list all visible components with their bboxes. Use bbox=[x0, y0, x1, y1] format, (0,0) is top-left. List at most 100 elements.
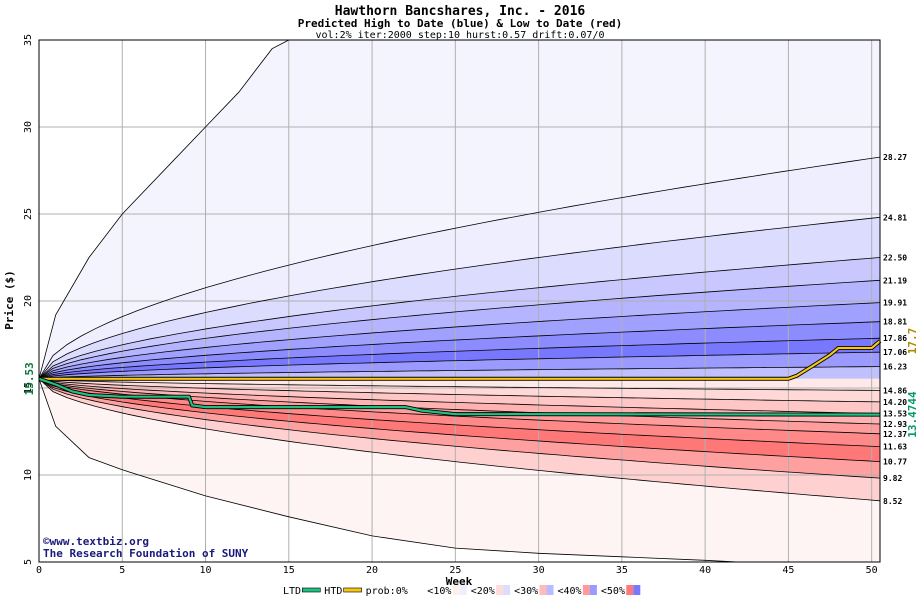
x-tick-label: 15 bbox=[283, 565, 295, 576]
y-axis-label: Price ($) bbox=[3, 270, 16, 330]
y-tick-label: 5 bbox=[23, 559, 34, 565]
end-value-label: 12.37 bbox=[883, 430, 907, 439]
legend-swatch bbox=[626, 585, 634, 595]
end-value-label: 14.20 bbox=[883, 398, 907, 407]
low-percentile-line bbox=[38, 378, 881, 403]
end-value-label: 18.81 bbox=[883, 318, 907, 327]
y-tick-label: 20 bbox=[23, 295, 34, 307]
low-band bbox=[39, 378, 880, 462]
end-value-label: 11.63 bbox=[883, 443, 907, 452]
high-percentile-line bbox=[38, 216, 881, 380]
low-percentile-line bbox=[38, 378, 881, 447]
legend-label: <20% bbox=[471, 586, 495, 597]
htd-end-label: 17.7 bbox=[906, 328, 919, 355]
y-tick-label: 15 bbox=[23, 382, 34, 394]
y-tick-label: 30 bbox=[23, 121, 34, 133]
legend-line-swatch bbox=[301, 587, 321, 593]
y-tick-label: 10 bbox=[23, 469, 34, 481]
end-value-label: 21.19 bbox=[883, 276, 907, 285]
end-value-label: 10.77 bbox=[883, 458, 907, 467]
low-percentile-line bbox=[38, 378, 881, 414]
ltd-series-line bbox=[38, 377, 881, 416]
legend-label: HTD bbox=[324, 586, 342, 597]
low-percentile-line bbox=[38, 378, 881, 391]
end-value-label: 17.86 bbox=[883, 334, 907, 343]
x-axis-label: Week bbox=[446, 575, 473, 588]
legend-swatch bbox=[496, 585, 504, 595]
high-band bbox=[39, 157, 880, 379]
high-percentile-line bbox=[38, 366, 881, 380]
end-value-label: 19.91 bbox=[883, 299, 907, 308]
end-value-label: 17.06 bbox=[883, 348, 907, 357]
legend: LTD HTD prob:0% <10% <20% <30% <40% <50% bbox=[283, 585, 641, 597]
legend-label: <10% bbox=[427, 586, 451, 597]
htd-series-line bbox=[39, 340, 881, 380]
y-tick-label: 35 bbox=[23, 34, 34, 46]
high-band bbox=[39, 302, 880, 379]
x-tick-label: 45 bbox=[782, 565, 794, 576]
watermark-line1: ©www.textbiz.org bbox=[43, 535, 149, 548]
watermark-line2: The Research Foundation of SUNY bbox=[43, 547, 249, 560]
end-value-label: 24.81 bbox=[883, 213, 907, 222]
plot-frame bbox=[38, 39, 881, 563]
low-band bbox=[39, 378, 880, 479]
low-band bbox=[39, 378, 880, 414]
low-percentile-line bbox=[38, 378, 881, 479]
high-percentile-line bbox=[38, 257, 881, 380]
legend-swatch bbox=[633, 585, 641, 595]
end-value-label: 16.23 bbox=[883, 363, 907, 372]
high-band bbox=[39, 257, 880, 379]
x-tick-label: 5 bbox=[119, 565, 125, 576]
high-band bbox=[39, 338, 880, 379]
low-band bbox=[39, 378, 880, 434]
high-band bbox=[39, 217, 880, 379]
end-value-label: 8.52 bbox=[883, 497, 902, 506]
high-percentile-line bbox=[38, 279, 881, 380]
x-tick-label: 20 bbox=[366, 565, 378, 576]
start-price-label: 15.53 bbox=[23, 362, 36, 395]
high-band bbox=[39, 280, 880, 379]
high-percentile-line bbox=[38, 156, 881, 380]
legend-label: <30% bbox=[514, 586, 538, 597]
high-percentile-line bbox=[38, 337, 881, 380]
legend-label: <50% bbox=[601, 586, 625, 597]
low-percentile-line bbox=[38, 378, 881, 462]
legend-swatch bbox=[582, 585, 590, 595]
legend-swatch bbox=[546, 585, 554, 595]
high-percentile-line bbox=[38, 302, 881, 380]
outer-high-line bbox=[38, 39, 289, 379]
y-tick-label: 25 bbox=[23, 208, 34, 220]
chart-subtitle: Predicted High to Date (blue) & Low to D… bbox=[298, 17, 623, 30]
low-percentile-line bbox=[38, 378, 881, 435]
legend-swatch bbox=[503, 585, 511, 595]
x-tick-label: 30 bbox=[533, 565, 545, 576]
x-tick-label: 0 bbox=[36, 565, 42, 576]
plot-area: 0 5 10 15 20 25 30 35 40 45 50510152025303528.2724… bbox=[23, 34, 919, 576]
high-percentile-line bbox=[38, 351, 881, 380]
x-tick-label: 25 bbox=[449, 565, 461, 576]
low-band bbox=[39, 378, 880, 447]
legend-swatch bbox=[539, 585, 547, 595]
x-tick-label: 50 bbox=[866, 565, 878, 576]
chart-title: Hawthorn Bancshares, Inc. - 2016 bbox=[335, 4, 586, 19]
legend-swatch bbox=[416, 585, 424, 595]
outer-low-line bbox=[38, 378, 739, 563]
x-tick-label: 10 bbox=[200, 565, 212, 576]
end-value-label: 22.50 bbox=[883, 254, 907, 263]
legend-label: prob:0% bbox=[366, 586, 408, 597]
x-tick-label: 40 bbox=[699, 565, 711, 576]
ltd-end-label: 13.4744 bbox=[906, 391, 919, 438]
legend-label: LTD bbox=[283, 586, 301, 597]
end-value-label: 28.27 bbox=[883, 153, 907, 162]
end-value-label: 14.86 bbox=[883, 386, 907, 395]
end-value-label: 9.82 bbox=[883, 474, 902, 483]
high-band bbox=[39, 366, 880, 379]
legend-swatch bbox=[459, 585, 467, 595]
legend-label: <40% bbox=[558, 586, 582, 597]
chart-params: vol:2% iter:2000 step:10 hurst:0.57 drif… bbox=[316, 30, 605, 41]
legend-line-swatch bbox=[343, 587, 362, 593]
end-value-label: 13.53 bbox=[883, 410, 907, 419]
high-percentile-line bbox=[38, 321, 881, 380]
high-band bbox=[39, 352, 880, 379]
